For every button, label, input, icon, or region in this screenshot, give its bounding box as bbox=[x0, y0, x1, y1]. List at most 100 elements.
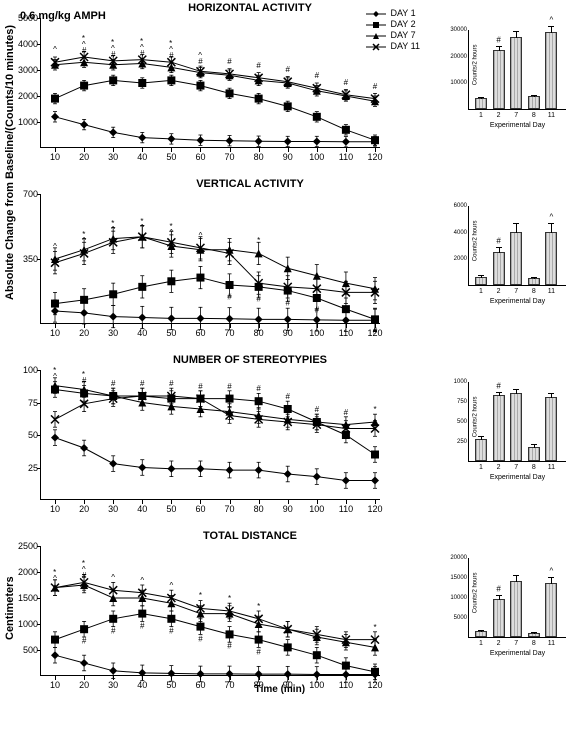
bar-x-tick: 7 bbox=[514, 112, 518, 119]
bar bbox=[475, 277, 487, 285]
significance-marker: # bbox=[344, 80, 348, 86]
x-tick-label: 20 bbox=[79, 680, 89, 690]
x-tick-label: 120 bbox=[367, 152, 382, 162]
bar bbox=[510, 37, 522, 109]
significance-marker: * bbox=[257, 238, 260, 244]
significance-marker: * ^ # bbox=[140, 39, 144, 57]
bar bbox=[475, 439, 487, 461]
bar-y-title: Counts/2 hours bbox=[472, 396, 478, 437]
significance-marker: * ^ bbox=[82, 232, 86, 244]
significance-marker: # bbox=[256, 294, 260, 303]
bar-x-tick: 1 bbox=[479, 464, 483, 471]
significance-marker: # bbox=[256, 647, 260, 656]
significance-marker: ^ bbox=[550, 16, 554, 25]
significance-marker: # bbox=[285, 67, 289, 73]
significance-marker: * bbox=[228, 596, 231, 602]
x-tick-label: 50 bbox=[166, 504, 176, 514]
x-tick-label: 40 bbox=[137, 328, 147, 338]
bar bbox=[528, 278, 540, 285]
bar-x-tick: 1 bbox=[479, 640, 483, 647]
bar-x-tick: 1 bbox=[479, 112, 483, 119]
bar-y-tick: 4000 bbox=[454, 230, 469, 236]
bar bbox=[510, 232, 522, 285]
bar bbox=[545, 232, 557, 285]
significance-marker: ^ bbox=[140, 578, 144, 584]
bar-y-title: Counts/2 hours bbox=[472, 220, 478, 261]
legend: DAY 1DAY 2DAY 7DAY 11 bbox=[366, 8, 420, 52]
bar-x-tick: 11 bbox=[548, 640, 555, 647]
significance-marker: ^ # bbox=[198, 53, 202, 65]
significance-marker: * ^ bbox=[53, 570, 57, 582]
x-tick-label: 20 bbox=[79, 152, 89, 162]
panel-row: TOTAL DISTANCETime (min)5001000150020002… bbox=[30, 530, 570, 705]
panel-row: VERTICAL ACTIVITY35070010203040506070809… bbox=[30, 178, 570, 353]
x-tick-label: 30 bbox=[108, 680, 118, 690]
significance-marker: # bbox=[82, 637, 86, 646]
bar-x-tick: 7 bbox=[514, 640, 518, 647]
x-tick-label: 110 bbox=[339, 504, 353, 514]
bar-chart: 500010000150002000012#7811^Counts/2 hour… bbox=[468, 558, 566, 638]
significance-marker: # bbox=[285, 394, 289, 400]
significance-marker: # bbox=[169, 381, 173, 387]
x-tick-label: 60 bbox=[195, 152, 205, 162]
bar-y-tick: 250 bbox=[457, 439, 469, 445]
significance-marker: * ^ bbox=[111, 221, 115, 233]
legend-item: DAY 2 bbox=[366, 19, 420, 30]
significance-marker: ^ bbox=[199, 233, 203, 239]
bar-x-title: Experimental Day bbox=[469, 474, 566, 481]
x-tick-label: 10 bbox=[50, 152, 60, 162]
significance-marker: # bbox=[227, 59, 231, 65]
legend-item: DAY 7 bbox=[366, 30, 420, 41]
line-chart: 1000200030004000500010203040506070809010… bbox=[40, 18, 380, 148]
significance-marker: # bbox=[344, 410, 348, 416]
bar-x-tick: 2 bbox=[497, 464, 501, 471]
significance-marker: * bbox=[199, 593, 202, 599]
x-tick-label: 80 bbox=[254, 152, 264, 162]
significance-marker: * bbox=[257, 604, 260, 610]
bar bbox=[475, 631, 487, 637]
significance-marker: # bbox=[285, 298, 289, 307]
x-tick-label: 40 bbox=[137, 152, 147, 162]
significance-marker: # bbox=[198, 634, 202, 643]
bar-x-tick: 1 bbox=[479, 288, 483, 295]
significance-marker: * bbox=[373, 625, 376, 631]
significance-marker: # bbox=[256, 386, 260, 392]
bar-y-title: Counts/2 hours bbox=[472, 572, 478, 613]
significance-marker: * ^ bbox=[140, 219, 144, 231]
x-tick-label: 70 bbox=[225, 504, 235, 514]
significance-marker: # bbox=[344, 317, 348, 326]
significance-marker: # bbox=[256, 63, 260, 69]
bar-x-tick: 11 bbox=[548, 464, 555, 471]
line-chart: 255075100102030405060708090100110120* ^*… bbox=[40, 370, 380, 500]
bar-y-tick: 20000 bbox=[450, 54, 469, 60]
x-tick-label: 20 bbox=[79, 328, 89, 338]
bar-x-tick: 8 bbox=[532, 640, 536, 647]
significance-marker: ^ bbox=[169, 583, 173, 589]
line-chart: 5001000150020002500102030405060708090100… bbox=[40, 546, 380, 676]
x-tick-label: 40 bbox=[137, 504, 147, 514]
bar bbox=[493, 599, 505, 637]
x-tick-label: 80 bbox=[254, 504, 264, 514]
x-tick-label: 50 bbox=[166, 152, 176, 162]
x-tick-label: 90 bbox=[283, 152, 293, 162]
significance-marker: # bbox=[198, 384, 202, 390]
bar-x-title: Experimental Day bbox=[469, 298, 566, 305]
bar-chart: 10000200003000012#7811^Counts/2 hoursExp… bbox=[468, 30, 566, 110]
x-tick-label: 100 bbox=[309, 504, 324, 514]
x-tick-label: 20 bbox=[79, 504, 89, 514]
bar-y-title: Counts/2 hours bbox=[472, 44, 478, 85]
bar-y-tick: 15000 bbox=[450, 575, 469, 581]
legend-label: DAY 1 bbox=[390, 8, 415, 19]
significance-marker: ^ bbox=[550, 213, 554, 222]
significance-marker: # bbox=[227, 293, 231, 302]
bar-chart: 20004000600012#7811^Counts/2 hoursExperi… bbox=[468, 206, 566, 286]
significance-marker: # bbox=[140, 381, 144, 387]
bar-x-tick: 7 bbox=[514, 288, 518, 295]
bar-x-title: Experimental Day bbox=[469, 650, 566, 657]
x-tick-label: 120 bbox=[367, 504, 382, 514]
x-tick-label: 10 bbox=[50, 328, 60, 338]
bar-x-tick: 8 bbox=[532, 288, 536, 295]
x-tick-label: 30 bbox=[108, 152, 118, 162]
bar bbox=[510, 581, 522, 637]
significance-marker: # bbox=[373, 84, 377, 90]
